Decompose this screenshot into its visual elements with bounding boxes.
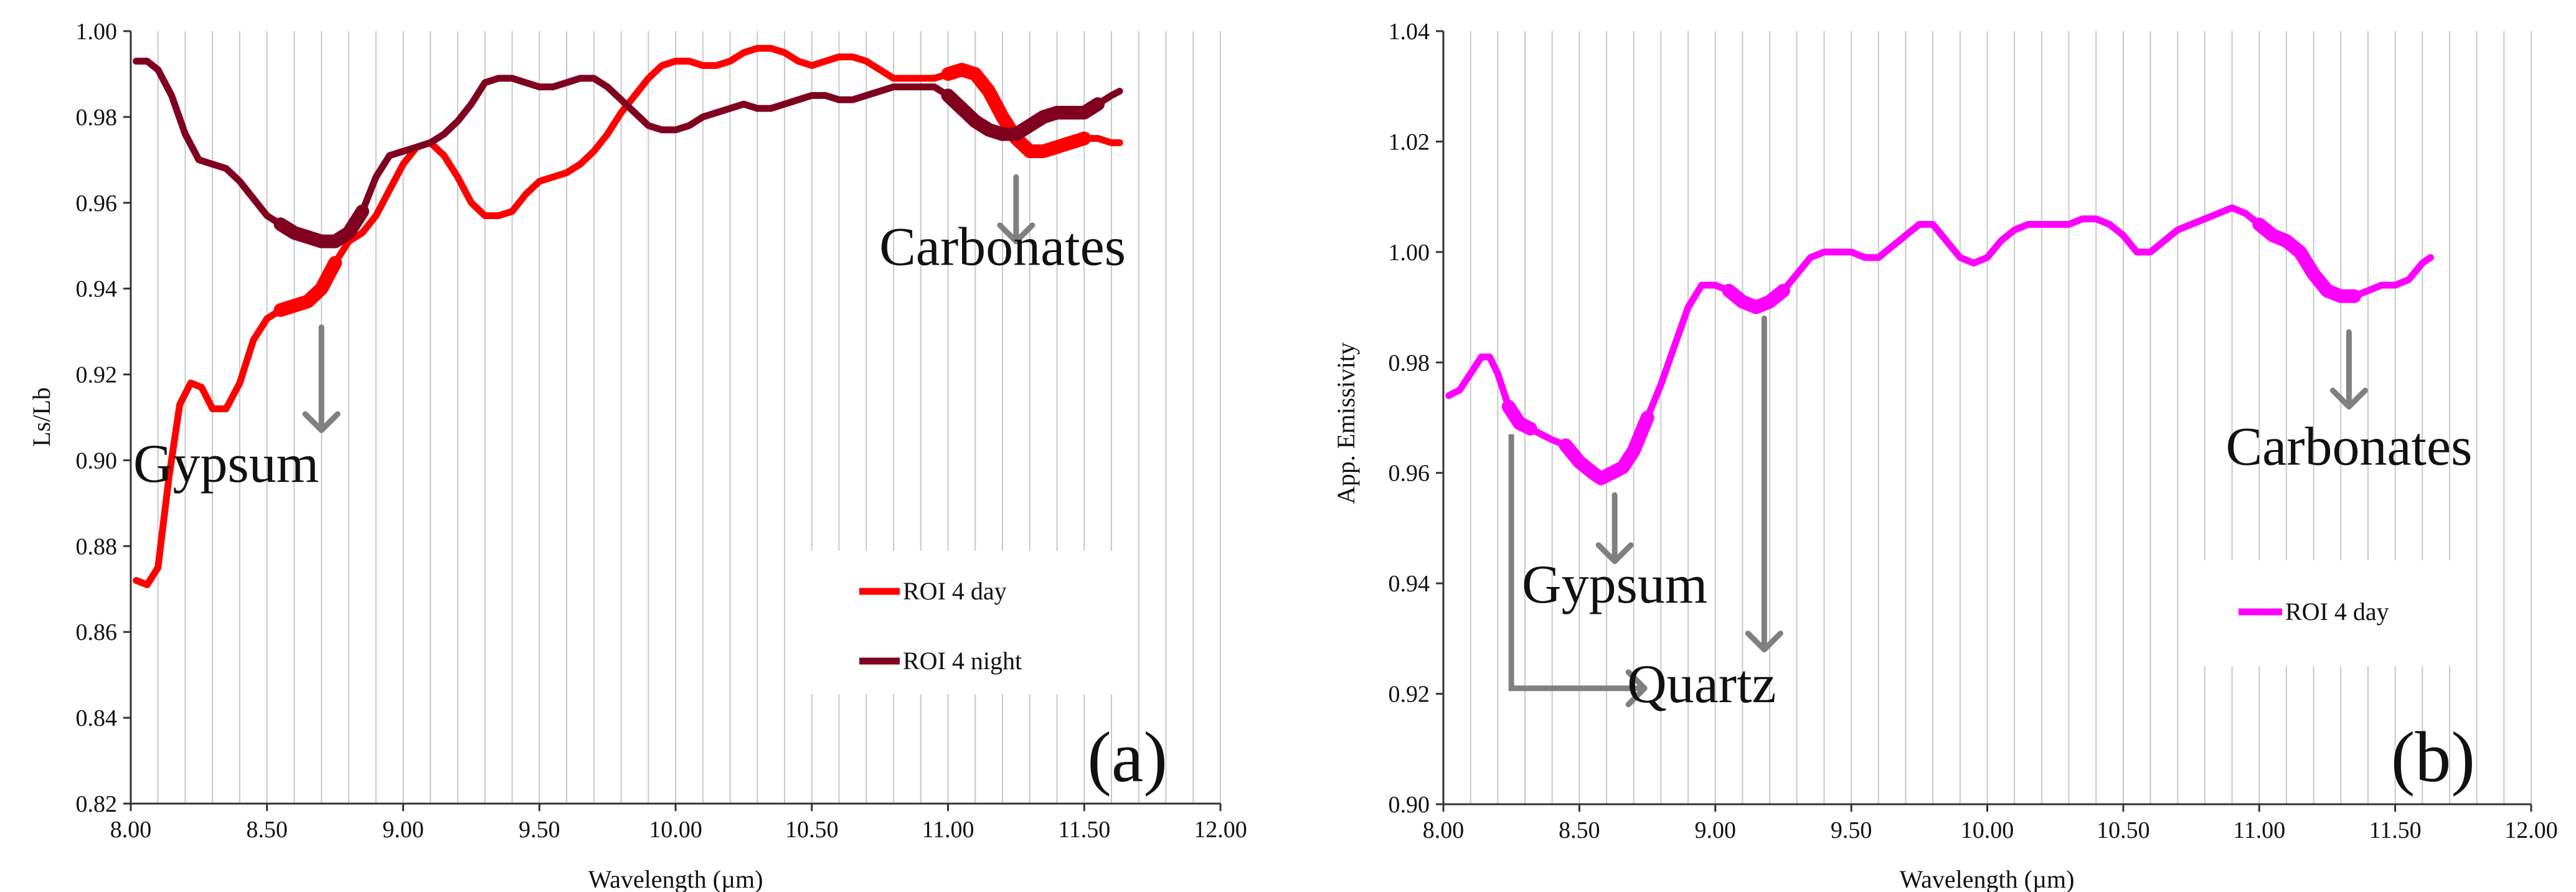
annotation-label-gypsum: Gypsum [1522, 555, 1707, 615]
x-tick-label: 11.00 [2233, 817, 2285, 843]
absorption-feature-highlight [273, 256, 342, 317]
x-tick-label: 9.50 [1831, 817, 1872, 843]
legend-label-roi-4-day: ROI 4 day [2285, 598, 2389, 626]
vertical-gridlines [157, 31, 1221, 804]
x-tick-label: 10.00 [649, 817, 702, 843]
x-tick-label: 8.50 [247, 817, 288, 843]
legend-label-roi-4-day: ROI 4 day [903, 577, 1007, 605]
annotation-group: Gypsum Carbonates Quartz [1508, 315, 2472, 715]
y-tick-label: 1.02 [1389, 129, 1430, 155]
vertical-gridlines [1470, 31, 2532, 804]
x-tick-label: 11.50 [1058, 817, 1110, 843]
x-tick-label: 12.00 [1194, 817, 1247, 843]
annotation-arrowhead-gypsum [302, 411, 341, 433]
x-tick-label: 10.50 [2097, 817, 2150, 843]
x-tick-label: 8.00 [1423, 817, 1465, 843]
annotation-label-carbonates: Carbonates [2225, 416, 2472, 477]
y-tick-label: 1.00 [76, 19, 118, 45]
x-tick-label: 9.50 [519, 817, 560, 843]
annotation-label-carbonates: Carbonates [879, 217, 1126, 278]
annotation-arrowhead-gypsum [1595, 542, 1634, 565]
y-tick-label: 0.98 [1389, 350, 1430, 376]
panel-label-b: (b) [2391, 718, 2475, 797]
series-group [1445, 204, 2434, 486]
x-tick-label: 8.50 [1559, 817, 1600, 843]
y-axis-label: App. Emissivity [1332, 342, 1360, 504]
panel-label-a: (a) [1087, 718, 1168, 797]
annotation-label-gypsum: Gypsum [133, 434, 319, 494]
annotation-group: Gypsum Carbonates [133, 174, 1126, 494]
x-tick-label: 10.00 [1961, 817, 2014, 843]
absorption-feature-highlight [1501, 400, 1537, 436]
y-tick-label: 0.94 [76, 276, 118, 303]
x-tick-labels: 8.00 8.50 9.00 9.50 10.00 10.50 11.00 11.50 12.0… [110, 804, 1247, 843]
y-tick-label: 0.84 [76, 705, 118, 731]
y-tick-label: 0.94 [1389, 571, 1430, 597]
x-tick-label: 10.50 [785, 817, 839, 843]
y-axis-label: Ls/Lb [27, 387, 55, 447]
annotation-label-quartz: Quartz [1627, 654, 1776, 715]
y-tick-label: 0.90 [76, 448, 118, 474]
x-axis-label: Wavelength (µm) [1900, 865, 2075, 892]
x-tick-label: 8.00 [110, 817, 152, 843]
annotation-arrowhead-quartz [1625, 669, 1648, 708]
y-tick-label: 0.86 [76, 619, 118, 646]
y-tick-label: 0.98 [76, 105, 118, 131]
legend-label-roi-4-night: ROI 4 night [903, 647, 1022, 675]
y-tick-label: 0.96 [76, 190, 118, 217]
annotation-bracket-quartz [1508, 434, 1645, 692]
legend: ROI 4 day ROI 4 night [806, 551, 1118, 694]
x-tick-label: 9.00 [382, 817, 424, 843]
series-line-roi-4-night [133, 57, 1123, 245]
annotation-arrowhead-carbonates [997, 222, 1036, 245]
y-tick-label: 0.90 [1389, 792, 1430, 818]
x-tick-label: 11.00 [922, 817, 974, 843]
y-tick-label: 0.96 [1389, 461, 1430, 487]
y-tick-label: 0.82 [76, 791, 118, 817]
chart-panel-b: 0.90 0.92 0.94 0.96 0.98 1.00 1.02 1.04 8.00 8.5… [1332, 19, 2558, 892]
y-tick-label: 0.88 [76, 533, 118, 560]
x-tick-labels: 8.00 8.50 9.00 9.50 10.00 10.50 11.00 11.50 12.0… [1423, 804, 2558, 843]
absorption-feature-highlight [273, 204, 369, 248]
absorption-feature-highlight [1722, 284, 1790, 314]
y-tick-labels: 0.90 0.92 0.94 0.96 0.98 1.00 1.02 1.04 [1389, 19, 1443, 818]
y-tick-label: 1.04 [1389, 19, 1430, 45]
series-group [133, 45, 1123, 588]
absorption-feature-highlight [1559, 411, 1654, 486]
absorption-feature-highlight [941, 88, 1105, 141]
legend: ROI 4 day [2201, 560, 2469, 666]
y-tick-label: 1.00 [1389, 240, 1430, 266]
y-tick-label: 0.92 [76, 362, 118, 388]
legend-box [806, 551, 1118, 694]
y-tick-labels: 0.82 0.84 0.86 0.88 0.90 0.92 0.94 0.96 0.98 1.00 [76, 19, 131, 817]
x-tick-label: 11.50 [2369, 817, 2422, 843]
absorption-feature-highlight [2252, 217, 2362, 303]
x-axis-label: Wavelength (µm) [588, 865, 763, 892]
x-tick-label: 9.00 [1695, 817, 1737, 843]
x-tick-label: 12.00 [2504, 817, 2558, 843]
y-tick-label: 0.92 [1389, 682, 1430, 708]
annotation-arrowhead-quartz [1745, 631, 1783, 653]
chart-panel-a: 0.82 0.84 0.86 0.88 0.90 0.92 0.94 0.96 0.98 1.00… [27, 19, 1247, 892]
series-line-roi-4-day [133, 45, 1123, 588]
annotation-arrowhead-carbonates [2329, 387, 2368, 410]
